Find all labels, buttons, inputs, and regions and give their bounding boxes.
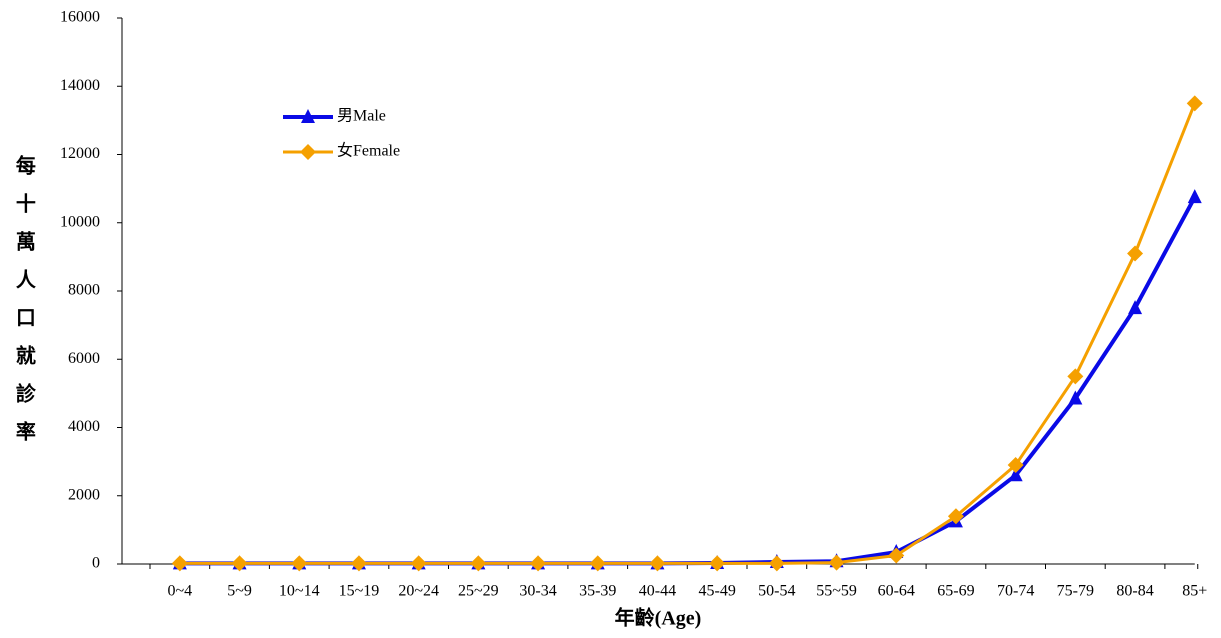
x-tick-label: 70-74 xyxy=(997,583,1034,600)
x-tick-label: 35-39 xyxy=(579,583,616,600)
legend-marker xyxy=(300,144,316,160)
data-point xyxy=(1128,300,1143,315)
x-tick-label: 40-44 xyxy=(639,583,676,600)
legend-label: 男Male xyxy=(337,108,386,125)
y-tick-label: 14000 xyxy=(60,77,100,94)
x-tick-label: 25~29 xyxy=(458,583,499,600)
series-line xyxy=(179,196,1197,566)
data-point xyxy=(1067,368,1084,385)
data-point xyxy=(350,555,367,572)
data-point xyxy=(768,555,785,572)
data-point xyxy=(589,555,606,572)
data-point xyxy=(828,554,845,571)
data-point xyxy=(649,555,666,572)
y-axis-label: 每十萬人口就診率 xyxy=(12,154,35,459)
data-point xyxy=(410,555,427,572)
series-line xyxy=(179,102,1197,565)
y-tick-label: 4000 xyxy=(68,418,100,435)
x-tick-label: 80-84 xyxy=(1116,583,1153,600)
data-point xyxy=(1068,390,1083,405)
y-tick-label: 0 xyxy=(92,555,100,572)
x-tick-label: 55~59 xyxy=(816,583,857,600)
data-point xyxy=(1008,467,1023,482)
data-point xyxy=(1127,245,1144,262)
x-tick-label: 30-34 xyxy=(519,583,556,600)
x-tick-label: 65-69 xyxy=(937,583,974,600)
x-tick-label: 10~14 xyxy=(279,583,320,600)
x-tick-label: 60-64 xyxy=(878,583,915,600)
data-point xyxy=(470,555,487,572)
y-tick-label: 12000 xyxy=(60,145,100,162)
x-axis-label: 年齡(Age) xyxy=(615,606,702,630)
data-point xyxy=(171,555,188,572)
data-point xyxy=(709,555,726,572)
legend-label: 女Female xyxy=(337,141,400,160)
x-tick-label: 85+ xyxy=(1182,583,1207,600)
y-tick-label: 2000 xyxy=(68,486,100,503)
x-tick-label: 5~9 xyxy=(227,583,252,600)
y-tick-label: 6000 xyxy=(68,350,100,367)
x-tick-label: 0~4 xyxy=(168,583,193,600)
x-tick-label: 50-54 xyxy=(758,583,795,600)
data-point xyxy=(947,508,964,525)
data-point xyxy=(888,547,905,564)
x-tick-label: 75-79 xyxy=(1057,583,1094,600)
y-tick-label: 16000 xyxy=(60,9,100,26)
data-point xyxy=(1007,457,1024,474)
x-tick-label: 45-49 xyxy=(698,583,735,600)
data-point xyxy=(1186,95,1203,112)
x-tick-label: 15~19 xyxy=(339,583,380,600)
y-tick-label: 10000 xyxy=(60,213,100,230)
x-tick-label: 20~24 xyxy=(398,583,439,600)
y-tick-label: 8000 xyxy=(68,282,100,299)
data-point xyxy=(530,555,547,572)
legend-marker xyxy=(301,109,315,123)
data-point xyxy=(291,555,308,572)
data-point xyxy=(231,555,248,572)
data-point xyxy=(1187,189,1202,204)
